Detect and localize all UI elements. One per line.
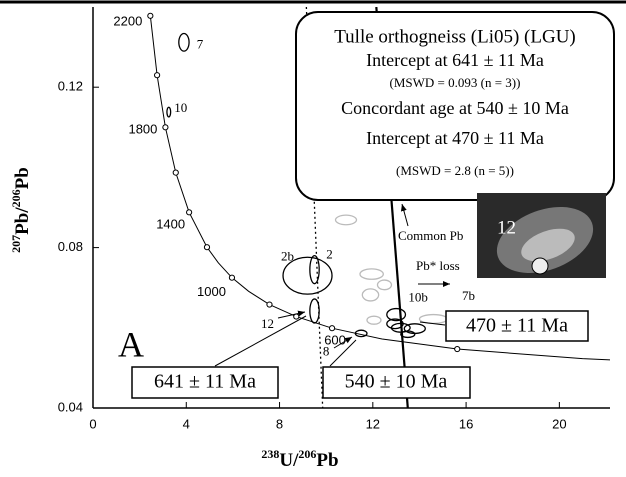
legend-line: (MSWD = 2.8 (n = 5)) xyxy=(396,163,514,178)
error-ellipse xyxy=(359,268,384,280)
arrow xyxy=(419,321,446,326)
age-point xyxy=(266,301,273,308)
y-tick-label: 0.08 xyxy=(58,239,83,254)
legend-box xyxy=(295,11,615,201)
panel-label: A xyxy=(118,324,144,364)
error-ellipse xyxy=(334,214,358,226)
legend-line: Intercept at 470 ± 11 Ma xyxy=(366,128,544,148)
sup: 206 xyxy=(298,447,316,461)
age-label: 1800 xyxy=(128,122,157,137)
age-point xyxy=(203,244,211,251)
arrow xyxy=(333,336,353,349)
ellipse-label: 8 xyxy=(323,343,330,358)
error-ellipse xyxy=(282,256,333,295)
legend-title: Tulle orthogneiss (Li05) (LGU) xyxy=(334,26,576,47)
legend-line: Concordant age at 540 ± 10 Ma xyxy=(341,98,569,118)
sup: 238 xyxy=(261,447,279,461)
age-point xyxy=(228,274,236,281)
age-point xyxy=(328,325,336,332)
inset-spot xyxy=(531,257,549,275)
legend-line: Intercept at 641 ± 11 Ma xyxy=(366,50,544,70)
error-ellipse xyxy=(178,32,190,52)
ellipse-label: 7 xyxy=(197,36,204,51)
age-label: 600 xyxy=(324,333,346,348)
error-ellipse xyxy=(390,322,411,333)
x-tick-label: 8 xyxy=(276,416,283,431)
x-tick-label: 20 xyxy=(552,416,566,431)
x-tick-label: 4 xyxy=(183,416,190,431)
x-axis-label: 238U/206Pb xyxy=(261,447,338,472)
age-point xyxy=(172,169,179,176)
sup: 206 xyxy=(9,189,23,207)
age-point xyxy=(186,209,193,216)
age-point xyxy=(147,12,154,19)
error-ellipse xyxy=(354,329,368,338)
error-ellipse xyxy=(400,330,416,339)
age-box-label: 470 ± 11 Ma xyxy=(466,315,568,337)
error-ellipse xyxy=(361,288,380,302)
error-ellipse xyxy=(309,298,320,324)
error-ellipse xyxy=(366,315,382,325)
age-point xyxy=(154,72,161,79)
arrow xyxy=(400,203,409,227)
age-label: 1000 xyxy=(197,284,226,299)
arrow xyxy=(329,339,357,367)
age-box xyxy=(131,366,279,399)
ellipse-label: 7b xyxy=(462,288,475,303)
inset-core xyxy=(521,228,575,262)
error-ellipse xyxy=(309,254,320,285)
ellipse-label: 10b xyxy=(408,290,428,305)
age-box xyxy=(445,310,589,342)
label-part: Pb/ xyxy=(12,207,33,235)
concordia-curve xyxy=(149,15,610,361)
y-tick-label: 0.12 xyxy=(58,79,83,94)
error-ellipse xyxy=(386,307,407,322)
error-ellipse xyxy=(403,323,426,335)
age-label: 2200 xyxy=(113,13,142,28)
ellipse-label: 2 xyxy=(326,247,333,262)
legend-line: (MSWD = 0.093 (n = 3)) xyxy=(390,75,521,90)
y-axis-label: 207Pb/206Pb xyxy=(9,167,34,253)
inset-label: 12 xyxy=(497,217,516,238)
sup: 207 xyxy=(9,235,23,253)
ellipse-label: 12 xyxy=(261,316,274,331)
age-box-label: 540 ± 10 Ma xyxy=(345,371,448,393)
age-box-label: 641 ± 11 Ma xyxy=(154,371,256,393)
x-tick-label: 12 xyxy=(366,416,380,431)
age-point xyxy=(454,345,461,353)
age-box xyxy=(322,366,471,399)
overlay: Tulle orthogneiss (Li05) (LGU) Intercept… xyxy=(9,11,615,472)
x-tick-label: 0 xyxy=(89,416,96,431)
y-tick-label: 0.04 xyxy=(58,399,83,414)
age-point xyxy=(162,124,169,131)
arrow xyxy=(214,315,307,367)
pb-loss-label: Pb* loss xyxy=(416,258,460,273)
label-part: Pb xyxy=(316,450,338,471)
error-ellipse xyxy=(166,106,172,118)
ellipse-label: 2b xyxy=(281,249,294,264)
error-ellipse xyxy=(376,279,393,291)
common-pb-label: Common Pb xyxy=(398,228,463,243)
label-part: U/ xyxy=(279,450,299,471)
label-part: Pb xyxy=(12,167,33,189)
age-label: 1400 xyxy=(156,217,185,232)
arrow xyxy=(277,310,306,319)
ellipse-label: 10 xyxy=(174,100,187,115)
x-tick-label: 16 xyxy=(459,416,473,431)
